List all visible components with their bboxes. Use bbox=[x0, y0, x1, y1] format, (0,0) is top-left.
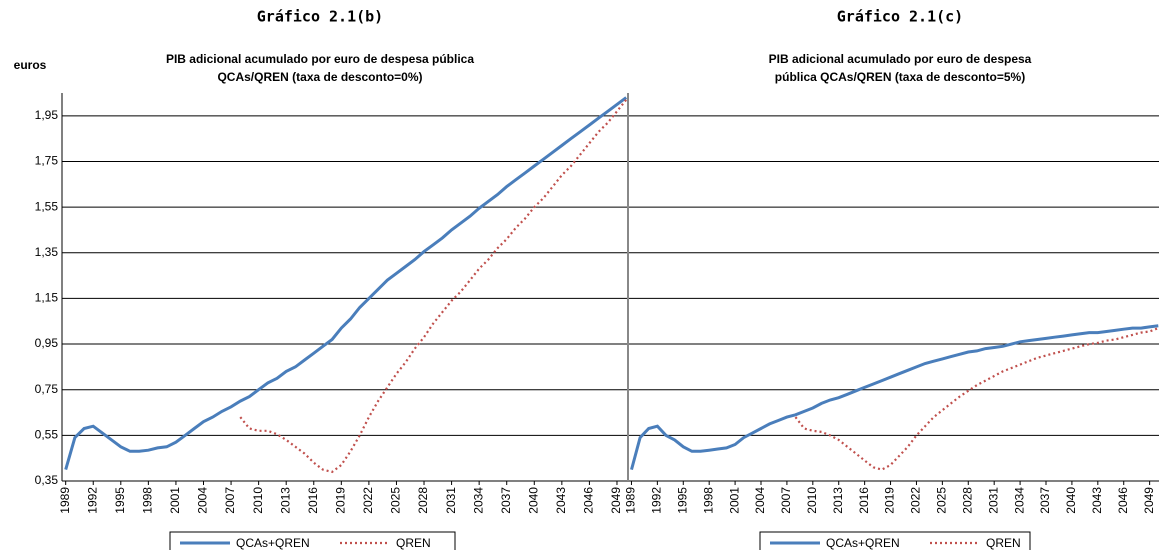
x-tick-label: 2016 bbox=[857, 487, 871, 514]
x-tick-label: 2016 bbox=[306, 487, 320, 514]
x-tick-label: 2001 bbox=[168, 487, 182, 514]
x-tick-label: 2028 bbox=[416, 487, 430, 514]
x-tick-label: 1989 bbox=[58, 487, 72, 514]
chart-subtitle: PIB adicional acumulado por euro de desp… bbox=[769, 52, 1032, 66]
x-tick-label: 2010 bbox=[805, 487, 819, 514]
y-axis-label: euros bbox=[14, 58, 47, 72]
legend-label: QCAs+QREN bbox=[236, 536, 310, 550]
legend-label: QREN bbox=[986, 536, 1021, 550]
x-tick-label: 2004 bbox=[196, 487, 210, 514]
y-tick-label: 1,95 bbox=[35, 108, 59, 122]
x-tick-label: 1992 bbox=[650, 487, 664, 514]
x-tick-label: 2043 bbox=[1090, 487, 1104, 514]
x-tick-label: 2007 bbox=[779, 487, 793, 514]
y-tick-label: 1,15 bbox=[35, 291, 59, 305]
chart-title: Gráfico 2.1(b) bbox=[257, 8, 383, 26]
legend-box bbox=[759, 531, 1031, 550]
x-tick-label: 2013 bbox=[831, 487, 845, 514]
x-tick-label: 2013 bbox=[278, 487, 292, 514]
legend-label: QCAs+QREN bbox=[826, 536, 900, 550]
x-tick-label: 2022 bbox=[909, 487, 923, 514]
chart-subtitle: QCAs/QREN (taxa de desconto=0%) bbox=[217, 70, 422, 84]
y-tick-label: 1,75 bbox=[35, 154, 59, 168]
chart-title: Gráfico 2.1(c) bbox=[837, 8, 963, 26]
x-tick-label: 2037 bbox=[499, 487, 513, 514]
x-tick-label: 2031 bbox=[986, 487, 1000, 514]
y-tick-label: 0,75 bbox=[35, 382, 59, 396]
x-tick-label: 2049 bbox=[609, 487, 623, 514]
x-tick-label: 1992 bbox=[85, 487, 99, 514]
legend-box bbox=[169, 531, 456, 550]
series-line bbox=[630, 324, 1159, 470]
x-tick-label: 2019 bbox=[883, 487, 897, 514]
x-tick-label: 2049 bbox=[1142, 487, 1156, 514]
chart-subtitle: PIB adicional acumulado por euro de desp… bbox=[166, 52, 474, 66]
x-tick-label: 2022 bbox=[361, 487, 375, 514]
legend-label: QREN bbox=[396, 536, 431, 550]
x-tick-label: 2043 bbox=[554, 487, 568, 514]
series-line bbox=[64, 96, 628, 471]
x-tick-label: 2019 bbox=[333, 487, 347, 514]
x-tick-label: 2025 bbox=[935, 487, 949, 514]
y-tick-label: 0,95 bbox=[35, 336, 59, 350]
x-tick-label: 2034 bbox=[471, 487, 485, 514]
y-tick-label: 0,35 bbox=[35, 473, 59, 487]
series-line bbox=[794, 327, 1159, 471]
x-tick-label: 2046 bbox=[582, 487, 596, 514]
x-tick-label: 2025 bbox=[389, 487, 403, 514]
x-tick-label: 2037 bbox=[1038, 487, 1052, 514]
x-tick-label: 1998 bbox=[701, 487, 715, 514]
x-tick-label: 2028 bbox=[960, 487, 974, 514]
x-tick-label: 1995 bbox=[675, 487, 689, 514]
x-tick-label: 1989 bbox=[624, 487, 638, 514]
x-tick-label: 1998 bbox=[141, 487, 155, 514]
x-tick-label: 2004 bbox=[753, 487, 767, 514]
x-tick-label: 2031 bbox=[444, 487, 458, 514]
x-tick-label: 2046 bbox=[1116, 487, 1130, 514]
x-tick-label: 2007 bbox=[223, 487, 237, 514]
x-tick-label: 1995 bbox=[113, 487, 127, 514]
x-tick-label: 2040 bbox=[526, 487, 540, 514]
series-line bbox=[239, 99, 628, 474]
y-tick-label: 1,55 bbox=[35, 199, 59, 213]
x-tick-label: 2034 bbox=[1012, 487, 1026, 514]
y-tick-label: 1,35 bbox=[35, 245, 59, 259]
y-tick-label: 0,55 bbox=[35, 428, 59, 442]
x-tick-label: 2040 bbox=[1064, 487, 1078, 514]
chart-subtitle: pública QCAs/QREN (taxa de desconto=5%) bbox=[775, 70, 1025, 84]
x-tick-label: 2001 bbox=[727, 487, 741, 514]
x-tick-label: 2010 bbox=[251, 487, 265, 514]
